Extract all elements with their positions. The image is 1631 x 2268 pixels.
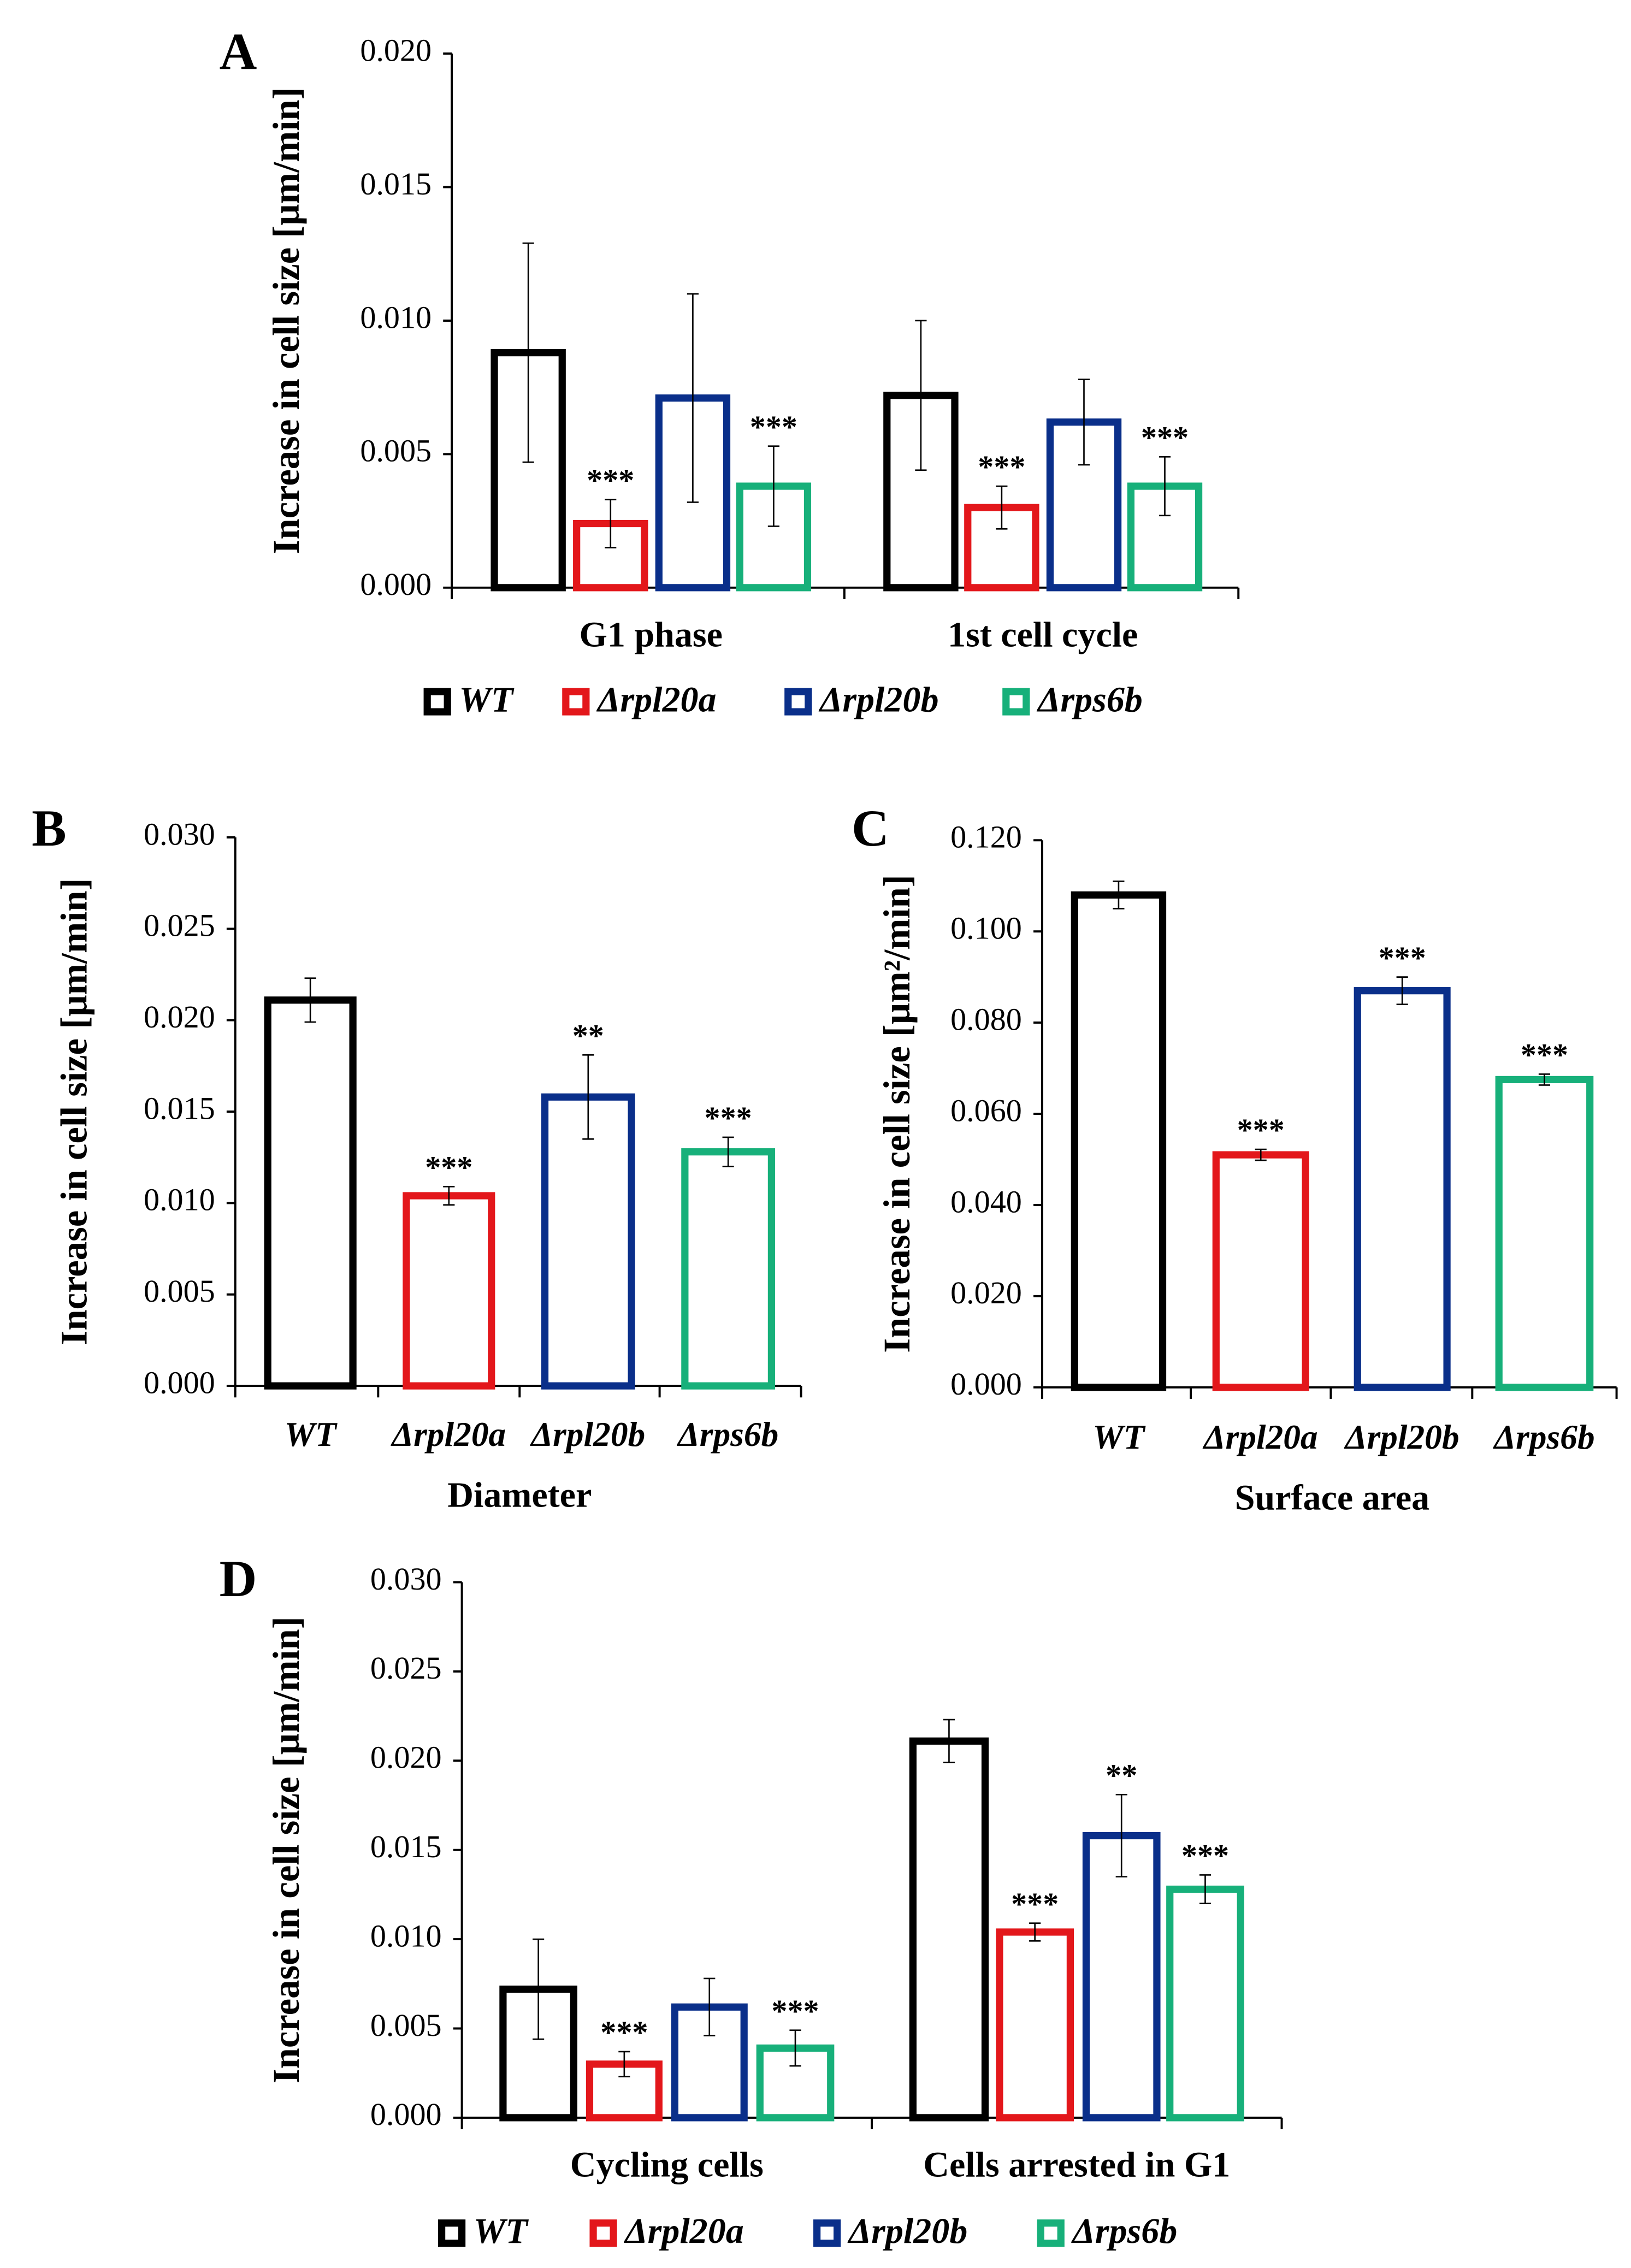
y-tick-label: 0.015 (360, 166, 432, 202)
significance-label: *** (1011, 1886, 1059, 1922)
category-label: Δrps6b (676, 1415, 778, 1454)
y-tick-label: 0.015 (370, 1829, 442, 1864)
legend-swatch (589, 2219, 617, 2247)
legend-swatch (438, 2219, 466, 2247)
legend-label: Δrps6b (1036, 680, 1143, 719)
y-tick-label: 0.000 (360, 566, 432, 602)
x-axis-label: Diameter (447, 1475, 592, 1515)
y-tick-label: 0.060 (950, 1092, 1022, 1128)
x-axis-label: Surface area (1235, 1478, 1429, 1518)
legend-swatch (784, 688, 812, 716)
panel-d: D 0.000 0.005 0.010 0.015 0.020 0.025 0.030 Incr… (220, 1550, 1283, 2251)
y-tick-label: 0.000 (144, 1365, 215, 1400)
legend-label: Δrpl20b (818, 680, 939, 719)
legend-swatch (423, 688, 451, 716)
y-tick-label: 0.005 (360, 433, 432, 469)
y-tick-label: 0.015 (144, 1090, 215, 1126)
category-label: WT (285, 1415, 338, 1454)
significance-label: *** (1237, 1112, 1285, 1148)
significance-label: *** (771, 1993, 819, 2029)
significance-label: ** (1106, 1758, 1137, 1793)
category-label: Δrpl20a (390, 1415, 506, 1454)
y-tick-label: 0.010 (360, 299, 432, 335)
y-axis-label: Increase in cell size [µm²/min] (876, 875, 918, 1352)
y-tick-label: 0.000 (950, 1366, 1022, 1402)
y-tick-label: 0.100 (950, 911, 1022, 946)
group-label: G1 phase (580, 615, 723, 654)
legend-label: Δrpl20a (623, 2211, 744, 2251)
y-tick-label: 0.000 (370, 2096, 442, 2132)
panel-letter: C (852, 799, 889, 857)
y-tick-label: 0.030 (144, 816, 215, 852)
bar (996, 1928, 1074, 2122)
panel-letter: B (32, 799, 66, 857)
significance-label: *** (1141, 420, 1189, 455)
bar (264, 996, 357, 1390)
y-tick-label: 0.005 (370, 2007, 442, 2043)
y-axis-label: Increase in cell size [µm/min] (265, 1616, 307, 2083)
y-axis-label: Increase in cell size [µm/min] (265, 87, 307, 554)
bar (1071, 891, 1167, 1391)
significance-label: ** (572, 1018, 604, 1053)
y-tick-label: 0.040 (950, 1184, 1022, 1219)
significance-label: *** (1521, 1037, 1568, 1073)
legend-label: Δrpl20b (847, 2211, 968, 2251)
significance-label: *** (587, 463, 634, 498)
bar (541, 1093, 635, 1390)
panel-a: A 0.000 0.005 0.010 0.015 0.020 Increase in ce… (220, 22, 1240, 719)
y-tick-label: 0.020 (360, 32, 432, 68)
significance-label: *** (978, 449, 1025, 485)
y-tick-label: 0.025 (144, 908, 215, 943)
y-tick-label: 0.020 (950, 1275, 1022, 1310)
legend-swatch (1002, 688, 1030, 716)
legend-swatch (562, 688, 590, 716)
legend-swatch (1037, 2219, 1065, 2247)
legend-label: Δrpl20a (596, 680, 717, 719)
y-tick-label: 0.080 (950, 1001, 1022, 1037)
significance-label: *** (1379, 940, 1426, 976)
y-tick-label: 0.025 (370, 1650, 442, 1686)
significance-label: *** (425, 1149, 472, 1185)
y-tick-label: 0.030 (370, 1561, 442, 1597)
category-label: Δrps6b (1492, 1418, 1594, 1456)
group-label: Cycling cells (570, 2145, 764, 2184)
group-label: Cells arrested in G1 (923, 2145, 1230, 2184)
panel-b: B 0.000 0.005 0.010 0.015 0.020 0.025 0.030 Incr… (32, 799, 802, 1515)
bar (1166, 1885, 1244, 2122)
legend-label: WT (474, 2211, 529, 2251)
category-label: Δrpl20b (1344, 1418, 1459, 1456)
panel-c: C 0.000 0.020 0.040 0.060 0.080 0.100 0.120 Incr… (852, 799, 1618, 1518)
panel-letter: D (220, 1550, 257, 1608)
significance-label: *** (750, 409, 797, 445)
y-tick-label: 0.020 (144, 999, 215, 1035)
category-label: WT (1092, 1418, 1145, 1456)
y-tick-label: 0.010 (144, 1182, 215, 1218)
legend-label: WT (459, 680, 515, 719)
significance-label: *** (705, 1100, 752, 1136)
significance-label: *** (1181, 1838, 1229, 1874)
significance-label: *** (600, 2015, 648, 2050)
legend-label: Δrps6b (1071, 2211, 1177, 2251)
category-label: Δrpl20b (529, 1415, 645, 1454)
y-tick-label: 0.010 (370, 1918, 442, 1953)
bar (1354, 987, 1451, 1391)
bar (403, 1192, 495, 1390)
bar (1212, 1151, 1309, 1391)
group-label: 1st cell cycle (948, 615, 1138, 654)
y-axis-label: Increase in cell size [µm/min] (54, 878, 95, 1345)
bar (681, 1148, 776, 1390)
panel-letter: A (220, 22, 257, 80)
y-tick-label: 0.005 (144, 1273, 215, 1309)
y-tick-label: 0.020 (370, 1740, 442, 1775)
y-tick-label: 0.120 (950, 819, 1022, 855)
bar (1082, 1832, 1161, 2122)
category-label: Δrpl20a (1202, 1418, 1318, 1456)
legend-swatch (813, 2219, 841, 2247)
bar (1495, 1076, 1594, 1391)
bar (909, 1737, 989, 2122)
